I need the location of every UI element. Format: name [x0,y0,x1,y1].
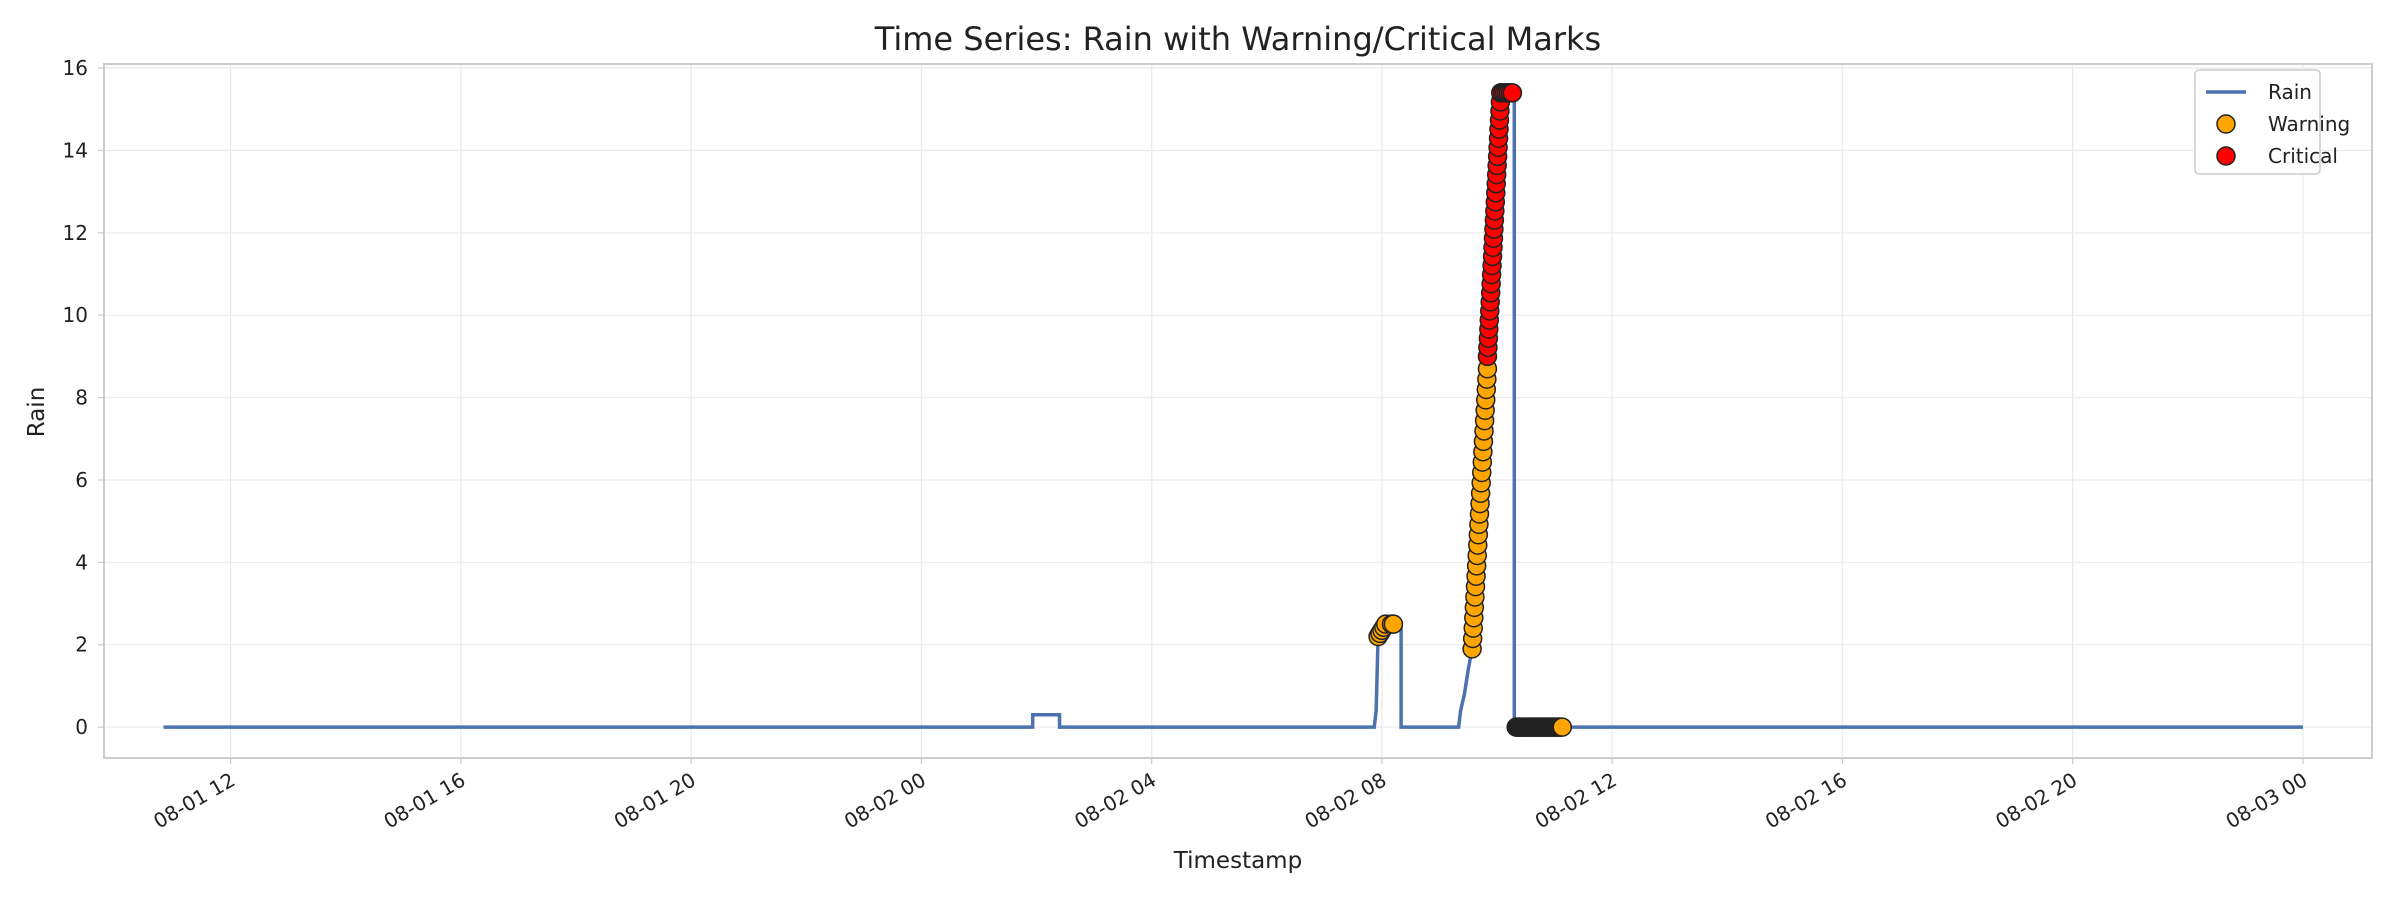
y-axis-label: Rain [24,387,50,438]
series-layer [163,83,2303,737]
chart-title: Time Series: Rain with Warning/Critical … [874,20,1601,58]
x-tick-label: 08-02 00 [840,768,930,834]
series-warning-markers [1368,359,1573,737]
x-axis-ticks: 08-01 12 08-01 16 08-01 20 08-02 00 08-02 04… [149,758,2311,833]
x-tick-label: 08-01 20 [610,768,700,834]
plot-area-frame [103,63,2373,759]
y-tick-label: 4 [75,550,88,574]
warning-point [1552,717,1573,737]
x-tick-label: 08-02 12 [1531,768,1621,834]
x-tick-label: 08-01 16 [380,768,470,834]
y-tick-label: 12 [63,221,88,245]
x-axis-label: Timestamp [1173,848,1302,874]
y-tick-label: 14 [63,138,88,162]
y-tick-label: 2 [75,633,88,657]
legend-critical-label: Critical [2268,144,2338,168]
y-axis-ticks: 0 2 4 6 8 10 12 14 16 [63,56,104,739]
y-tick-label: 16 [63,56,88,80]
y-tick-label: 10 [63,303,88,327]
y-tick-label: 0 [75,715,88,739]
series-critical-markers [1477,83,1523,367]
x-tick-label: 08-02 16 [1761,768,1851,834]
x-tick-label: 08-01 12 [149,768,239,834]
legend: Rain Warning Critical [2194,69,2350,175]
y-tick-label: 8 [75,386,88,410]
critical-point [1502,83,1523,103]
grid [104,64,2372,758]
x-tick-label: 08-02 20 [1991,768,2081,834]
x-tick-label: 08-02 04 [1070,768,1160,834]
legend-warning-marker [2216,114,2236,134]
legend-rain-label: Rain [2268,80,2312,104]
x-tick-label: 08-02 08 [1301,768,1391,834]
legend-warning-label: Warning [2268,112,2350,136]
warning-point [1383,614,1404,634]
series-rain-line [163,91,2303,729]
y-tick-label: 6 [75,468,88,492]
legend-critical-marker [2216,146,2236,166]
x-tick-label: 08-03 00 [2222,768,2312,834]
